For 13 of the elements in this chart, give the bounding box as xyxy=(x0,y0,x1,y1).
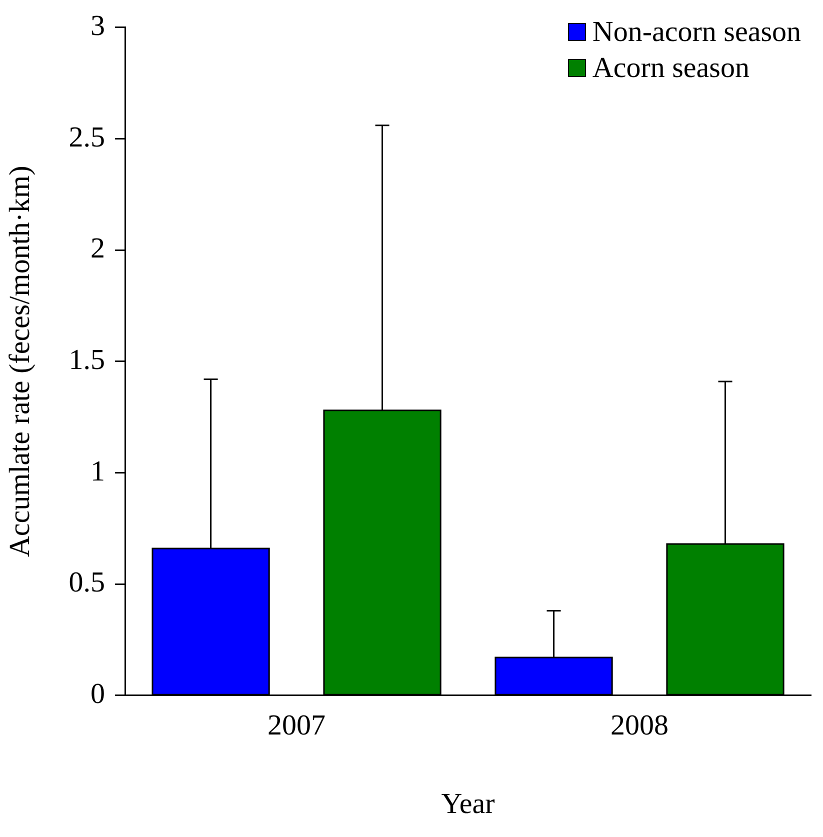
y-tick-label: 1.5 xyxy=(68,344,106,376)
y-tick-label: 0.5 xyxy=(68,566,106,599)
x-tick-label: 2007 xyxy=(268,709,326,742)
y-tick-label: 2.5 xyxy=(68,121,106,154)
y-tick-label: 0 xyxy=(90,678,106,710)
y-tick-label: 2 xyxy=(90,232,106,265)
legend-label: Non-acorn season xyxy=(592,15,801,50)
y-tick-label: 1 xyxy=(90,455,106,488)
x-axis-title: Year xyxy=(441,788,496,820)
legend-label: Acorn season xyxy=(592,51,750,86)
x-tick-label: 2008 xyxy=(610,709,669,742)
y-axis-title: Accumlate rate (feces/month·km) xyxy=(4,166,36,558)
y-tick-label: 3 xyxy=(90,10,106,42)
